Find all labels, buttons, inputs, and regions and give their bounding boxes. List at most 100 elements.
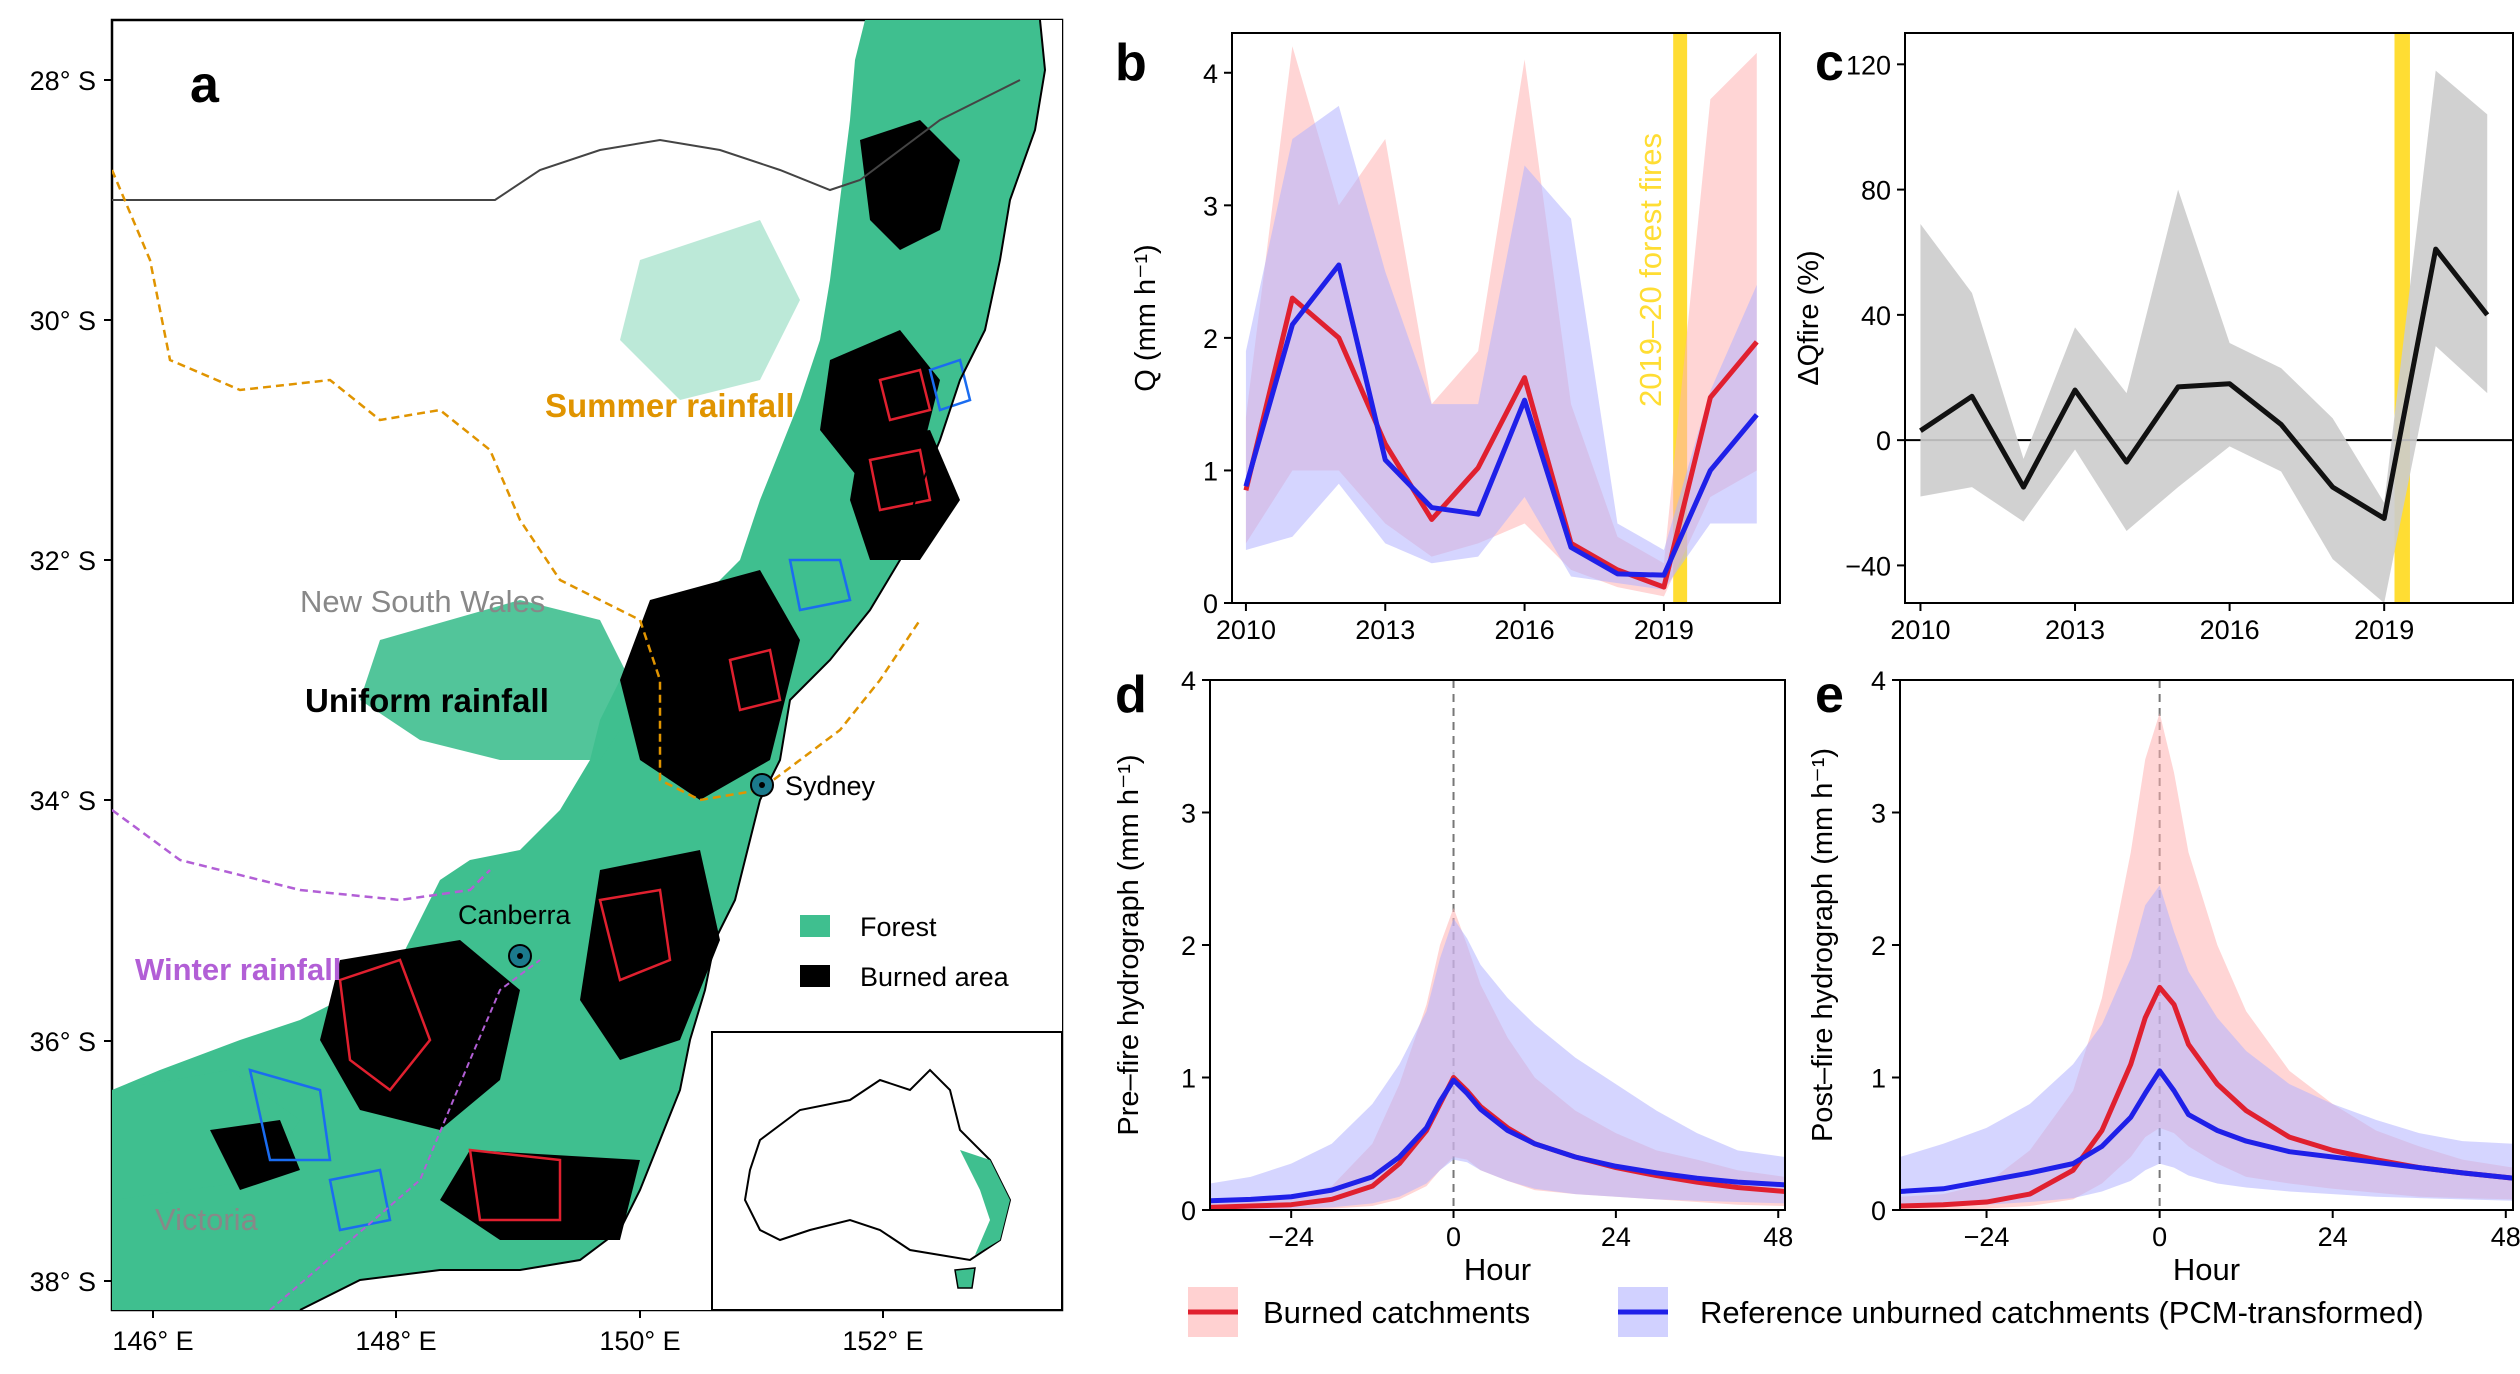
canberra-label: Canberra	[458, 900, 572, 930]
lat-tick-label: 36° S	[30, 1027, 96, 1057]
y-tick-label: 0	[1871, 1196, 1886, 1226]
y-tick-label: 2	[1871, 931, 1886, 961]
uniform-rainfall-label: Uniform rainfall	[305, 682, 549, 719]
lat-tick-label: 30° S	[30, 306, 96, 336]
burned-catchment	[338, 958, 432, 1092]
x-tick-label: 2016	[1495, 615, 1555, 645]
inset-australia	[743, 1068, 1012, 1262]
plot-area	[1210, 680, 1785, 1210]
forest-patch-sparse	[620, 220, 800, 400]
legend-reference-text: Reference unburned catchments (PCM-trans…	[1700, 1295, 2424, 1330]
burned-catchment	[728, 648, 782, 712]
x-tick-label: 2019	[1634, 615, 1694, 645]
victoria-label: Victoria	[155, 1202, 259, 1237]
reference-catchment	[928, 358, 972, 412]
x-tick-label: 0	[2152, 1222, 2167, 1252]
lon-tick-label: 146° E	[112, 1326, 193, 1356]
summer-zone-boundary	[112, 169, 922, 802]
canberra-marker-dot	[517, 953, 523, 959]
x-tick-label: 24	[1601, 1222, 1631, 1252]
lat-tick-label: 28° S	[30, 66, 96, 96]
y-axis-label: Post–fire hydrograph (mm h⁻¹)	[1807, 748, 1839, 1142]
y-tick-label: 4	[1181, 666, 1196, 696]
y-axis-label: ΔQfire (%)	[1793, 250, 1825, 385]
y-tick-label: 1	[1203, 456, 1218, 486]
panel-letter-d: d	[1115, 666, 1147, 724]
sydney-marker-dot	[759, 782, 765, 788]
x-tick-label: 2016	[2200, 615, 2260, 645]
map-axis-ticks: 28° S 30° S 32° S 34° S 36° S 38° S 146° E 148°…	[30, 66, 924, 1356]
y-axis-label: Q (mm h⁻¹)	[1130, 244, 1162, 391]
winter-rainfall-label: Winter rainfall	[135, 952, 341, 987]
burned-catchment	[868, 448, 932, 512]
burned-area	[850, 430, 960, 560]
uncertainty-band	[1920, 70, 2488, 603]
series-line	[1900, 984, 2513, 1209]
plot-frame	[1904, 32, 2514, 604]
ocean-area	[300, 20, 1062, 1310]
x-tick-label: 0	[1446, 1222, 1461, 1252]
x-axis-label: Hour	[2173, 1252, 2240, 1287]
chart-panel-e: −24 0 24 48 0 1 2 3 4 Hour Post–fire hydrograph (m…	[1807, 666, 2520, 1287]
forest-patch	[360, 600, 640, 760]
y-tick-label: 3	[1871, 799, 1886, 829]
x-tick-label: −24	[1268, 1222, 1314, 1252]
winter-zone-boundary	[112, 808, 491, 902]
coastline	[299, 20, 1047, 1310]
uncertainty-band	[1900, 713, 2513, 1210]
panel-letter-b: b	[1115, 34, 1147, 92]
burned-area	[320, 940, 520, 1130]
y-tick-label: 1	[1871, 1064, 1886, 1094]
y-tick-label: 1	[1181, 1064, 1196, 1094]
panel-letter-a: a	[190, 56, 220, 114]
y-tick-label: 4	[1203, 59, 1218, 89]
y-tick-label: 40	[1861, 301, 1891, 331]
x-tick-label: 2019	[2354, 615, 2414, 645]
plot-area	[1900, 680, 2513, 1210]
burned-catchment	[878, 368, 932, 422]
uncertainty-band	[1245, 105, 1757, 590]
reference-catchment	[788, 558, 852, 612]
x-tick-label: 48	[2491, 1222, 2520, 1252]
lon-tick-label: 152° E	[842, 1326, 923, 1356]
plot-frame	[1231, 32, 1781, 604]
lon-tick-label: 148° E	[355, 1326, 436, 1356]
sydney-label: Sydney	[785, 771, 876, 801]
plot-area	[1243, 33, 1759, 603]
x-tick-label: 2010	[1890, 615, 1950, 645]
y-tick-label: 4	[1871, 666, 1886, 696]
y-tick-label: 120	[1846, 50, 1891, 80]
x-tick-label: 24	[2318, 1222, 2348, 1252]
state-border	[112, 79, 1021, 201]
y-tick-label: 3	[1181, 799, 1196, 829]
chart-panel-d: −24 0 24 48 0 1 2 3 4 Hour Pre–fire hydrograph (mm…	[1113, 666, 1793, 1287]
series-line	[1210, 1077, 1785, 1204]
x-axis-label: Hour	[1464, 1252, 1531, 1287]
inset-tasmania	[954, 1267, 976, 1289]
inset-forest	[960, 1150, 1010, 1255]
series-line	[1919, 246, 2490, 521]
x-tick-label: 48	[1763, 1222, 1793, 1252]
burned-area	[620, 570, 800, 800]
legend-forest-label: Forest	[860, 912, 937, 942]
lat-tick-label: 34° S	[30, 786, 96, 816]
y-tick-label: −40	[1845, 551, 1891, 581]
bottom-legend: Burned catchments Reference unburned cat…	[1188, 1287, 2424, 1337]
lat-tick-label: 32° S	[30, 546, 96, 576]
uncertainty-band	[1900, 885, 2513, 1208]
y-tick-label: 0	[1203, 589, 1218, 619]
series-line	[1900, 1068, 2513, 1194]
x-tick-label: 2010	[1216, 615, 1276, 645]
panel-letter-c: c	[1815, 34, 1844, 92]
y-tick-label: 2	[1181, 931, 1196, 961]
panel-letter-e: e	[1815, 666, 1844, 724]
series-line	[1243, 262, 1759, 578]
burned-area	[580, 850, 720, 1060]
y-tick-label: 0	[1876, 426, 1891, 456]
burned-catchment	[598, 888, 672, 982]
chart-panel-b: 2010 2013 2016 2019 0 1 2 3 4 Q (mm h⁻¹) b	[1115, 32, 1781, 645]
fire-period-label: 2019–20 forest fires	[1633, 133, 1668, 407]
y-axis-label: Pre–fire hydrograph (mm h⁻¹)	[1113, 754, 1145, 1135]
burned-area	[210, 1120, 300, 1190]
